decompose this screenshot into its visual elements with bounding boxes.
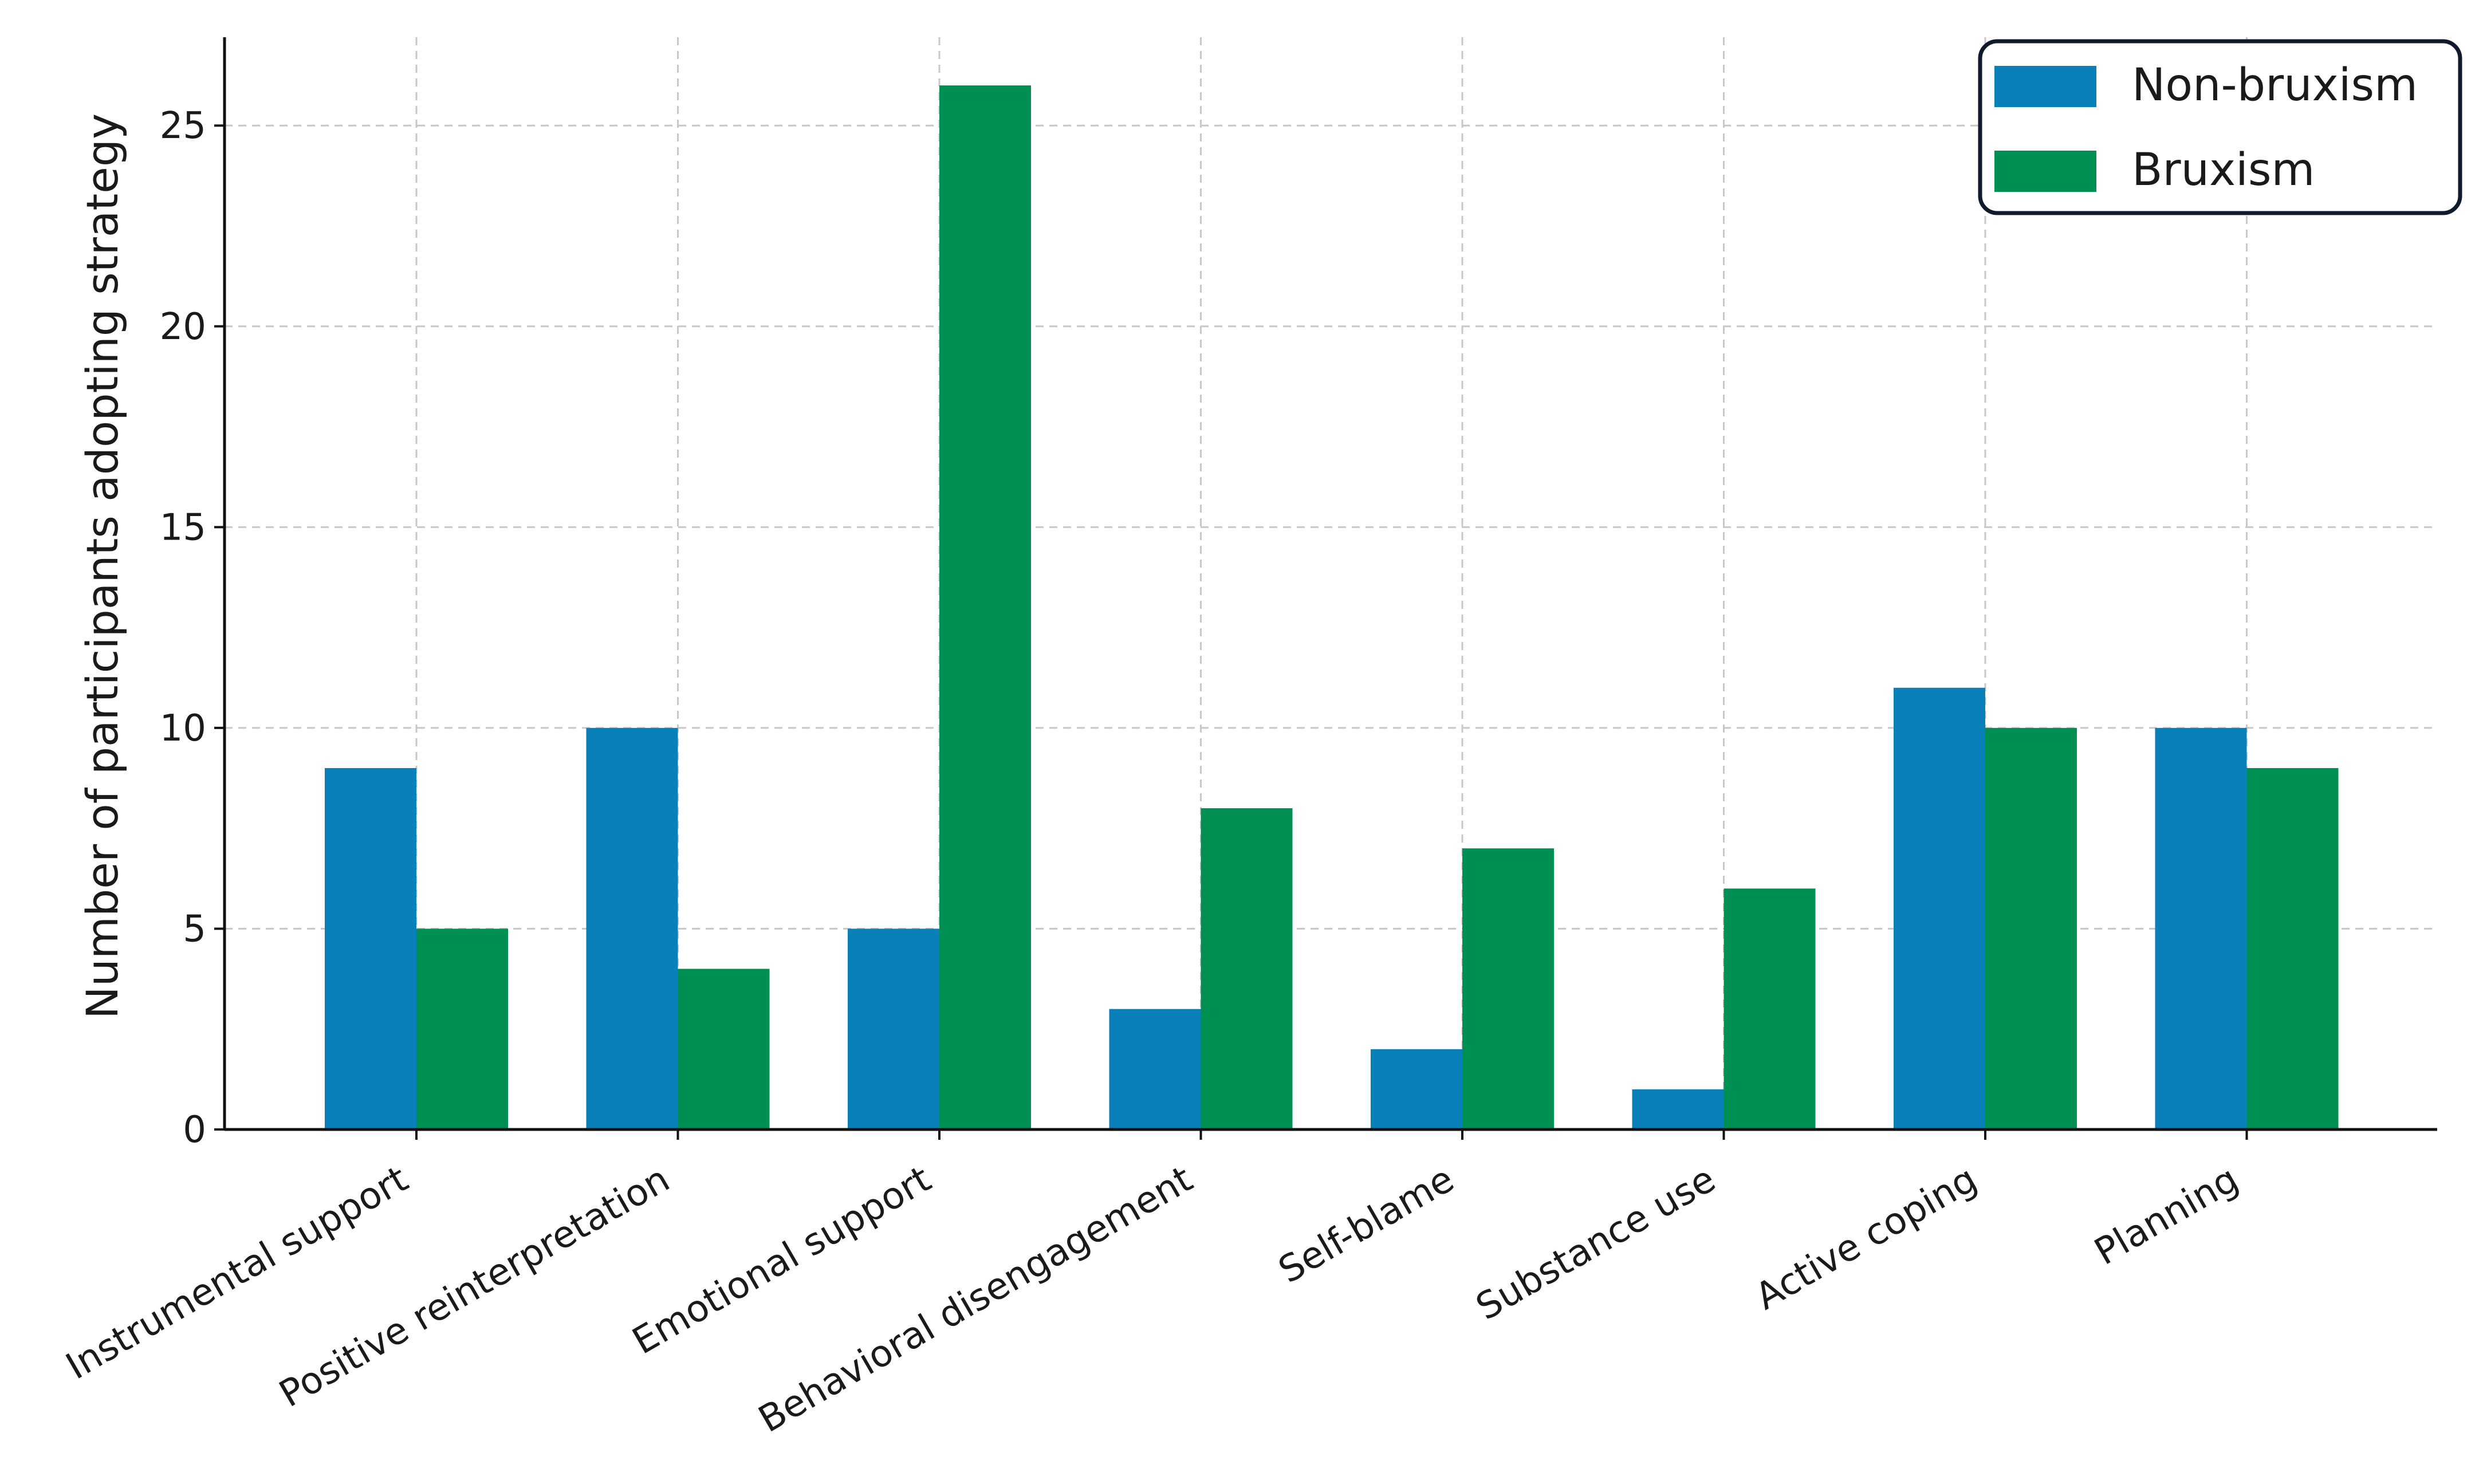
legend: Non-bruxism Bruxism [1978,39,2462,215]
x-category-label: Substance use [1469,1158,1722,1329]
bar-non-bruxism-6 [1632,1089,1724,1129]
bar-bruxism-4 [1201,808,1293,1129]
x-category-label: Behavioral disengagement [751,1158,1199,1441]
bars [325,85,2339,1130]
x-category-label: Active coping [1749,1158,1984,1318]
axes [223,37,2437,1131]
bar-non-bruxism-7 [1894,687,1985,1129]
legend-label-non-bruxism: Non-bruxism [2132,60,2418,111]
y-axis-title: Number of participants adopting strategy [77,113,128,1019]
bar-non-bruxism-1 [325,768,416,1129]
legend-swatch-bruxism [1994,151,2096,192]
bar-bruxism-3 [939,85,1031,1130]
y-tick-label: 25 [160,105,206,147]
bar-bruxism-1 [416,928,508,1129]
bar-bruxism-2 [678,969,770,1129]
bar-non-bruxism-5 [1371,1049,1462,1129]
y-tick-label: 15 [160,506,206,549]
bar-non-bruxism-8 [2155,727,2247,1129]
bar-non-bruxism-3 [848,928,939,1129]
y-tick-label: 10 [160,707,206,750]
bar-bruxism-8 [2246,768,2339,1129]
bar-bruxism-6 [1723,888,1816,1129]
y-tick-label: 20 [160,306,206,348]
legend-swatch-non-bruxism [1994,66,2096,107]
bar-bruxism-7 [1985,727,2077,1129]
y-ticks: 0 5 10 15 20 25 [160,105,225,1151]
y-tick-label: 5 [183,908,206,950]
bar-non-bruxism-4 [1109,1009,1201,1129]
legend-box [1978,39,2462,215]
legend-label-bruxism: Bruxism [2132,144,2315,196]
bar-non-bruxism-2 [586,727,678,1129]
bar-bruxism-5 [1462,848,1554,1129]
y-tick-label: 0 [183,1109,206,1151]
x-category-label: Planning [2088,1158,2246,1274]
x-category-label: Self-blame [1272,1158,1461,1292]
